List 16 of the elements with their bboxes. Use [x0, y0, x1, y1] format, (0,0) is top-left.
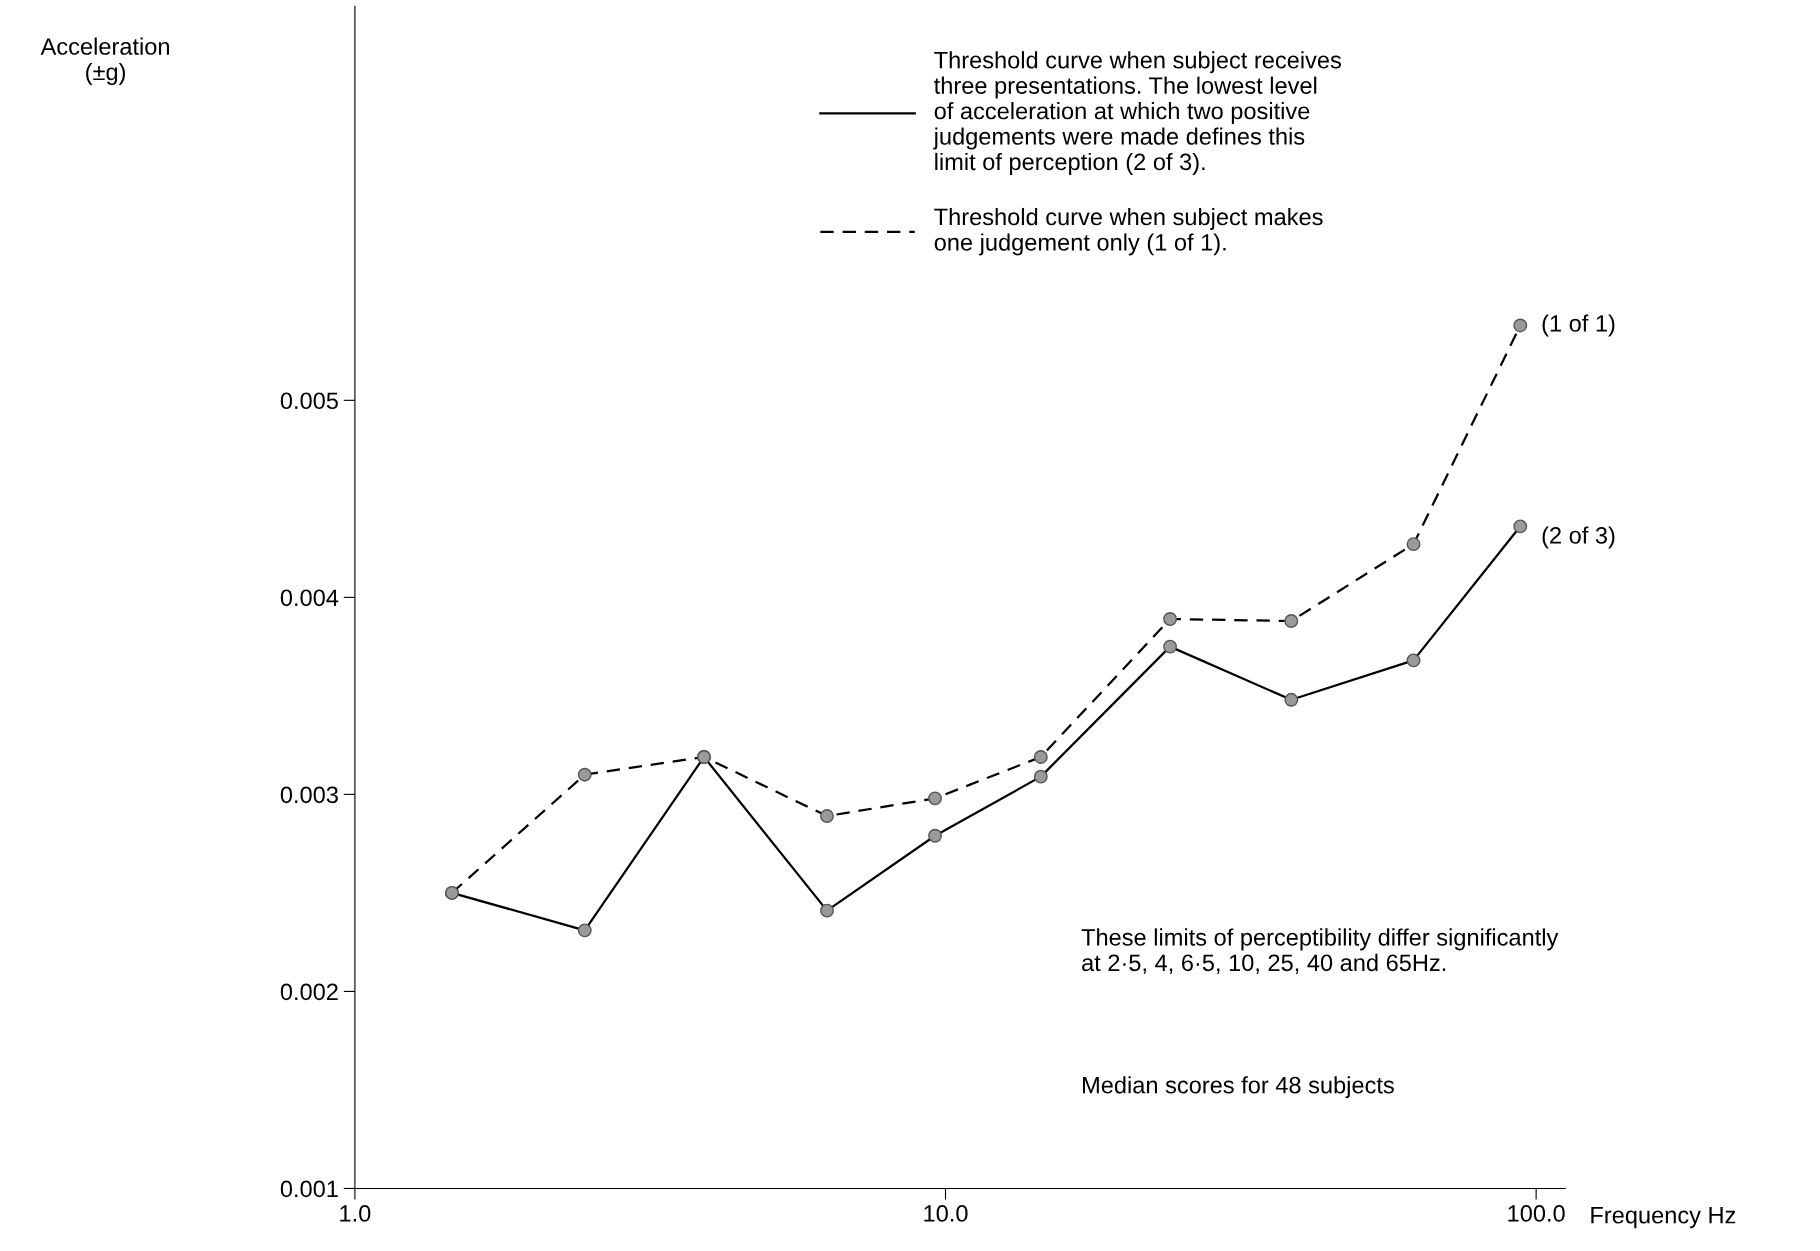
y-tick-label: 0.001 — [280, 1180, 338, 1198]
y-tick-label: 0.004 — [280, 589, 339, 607]
annotation: Median scores for 48 subjects — [1083, 1076, 1394, 1099]
annotation: These limits of perceptibility differ significantly at 2·5, 4, 6·5, 10, 25, 40 and 65Hz. — [1081, 928, 1559, 974]
legend-label: Threshold curve when subject makes one judgement only (1 of 1). — [934, 207, 1323, 256]
y-tick-label: 0.003 — [280, 786, 338, 804]
y-tick-label: 0.002 — [280, 983, 338, 1001]
x-tick-label: 10.0 — [924, 1205, 968, 1222]
x-tick-label: 100.0 — [1508, 1205, 1565, 1222]
legend-label: Threshold curve when subject receives three presentations. The lowest level of acceleration at which two positive judgements were made defines this limit of perception (2 of 3). — [933, 51, 1341, 175]
y-tick-label: 0.005 — [280, 392, 338, 410]
annotation: (2 of 3) — [1542, 526, 1615, 549]
y-axis-title: Acceleration (±g) — [40, 37, 169, 85]
x-tick-label: 1.0 — [340, 1205, 371, 1222]
annotation: (1 of 1) — [1542, 314, 1615, 337]
x-axis-title: Frequency Hz — [1591, 1207, 1736, 1229]
